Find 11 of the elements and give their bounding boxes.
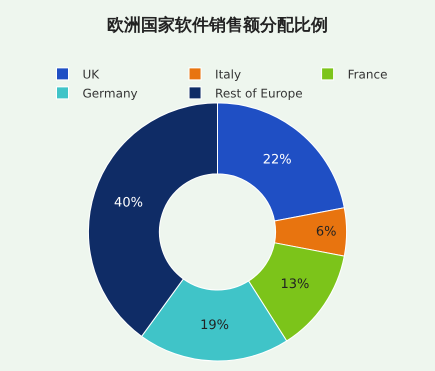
data-label: 40%	[114, 196, 143, 211]
legend-label: Italy	[215, 68, 242, 82]
chart-title: 欧洲国家软件销售额分配比例	[107, 15, 328, 36]
data-label: 19%	[200, 318, 230, 333]
data-label: 13%	[280, 277, 310, 292]
legend-label: UK	[82, 68, 100, 82]
legend-label: Germany	[82, 86, 138, 101]
legend-label: France	[348, 68, 388, 82]
legend-label: Rest of Europe	[215, 86, 303, 101]
data-label: 6%	[316, 224, 337, 240]
data-label: 22%	[262, 152, 292, 168]
